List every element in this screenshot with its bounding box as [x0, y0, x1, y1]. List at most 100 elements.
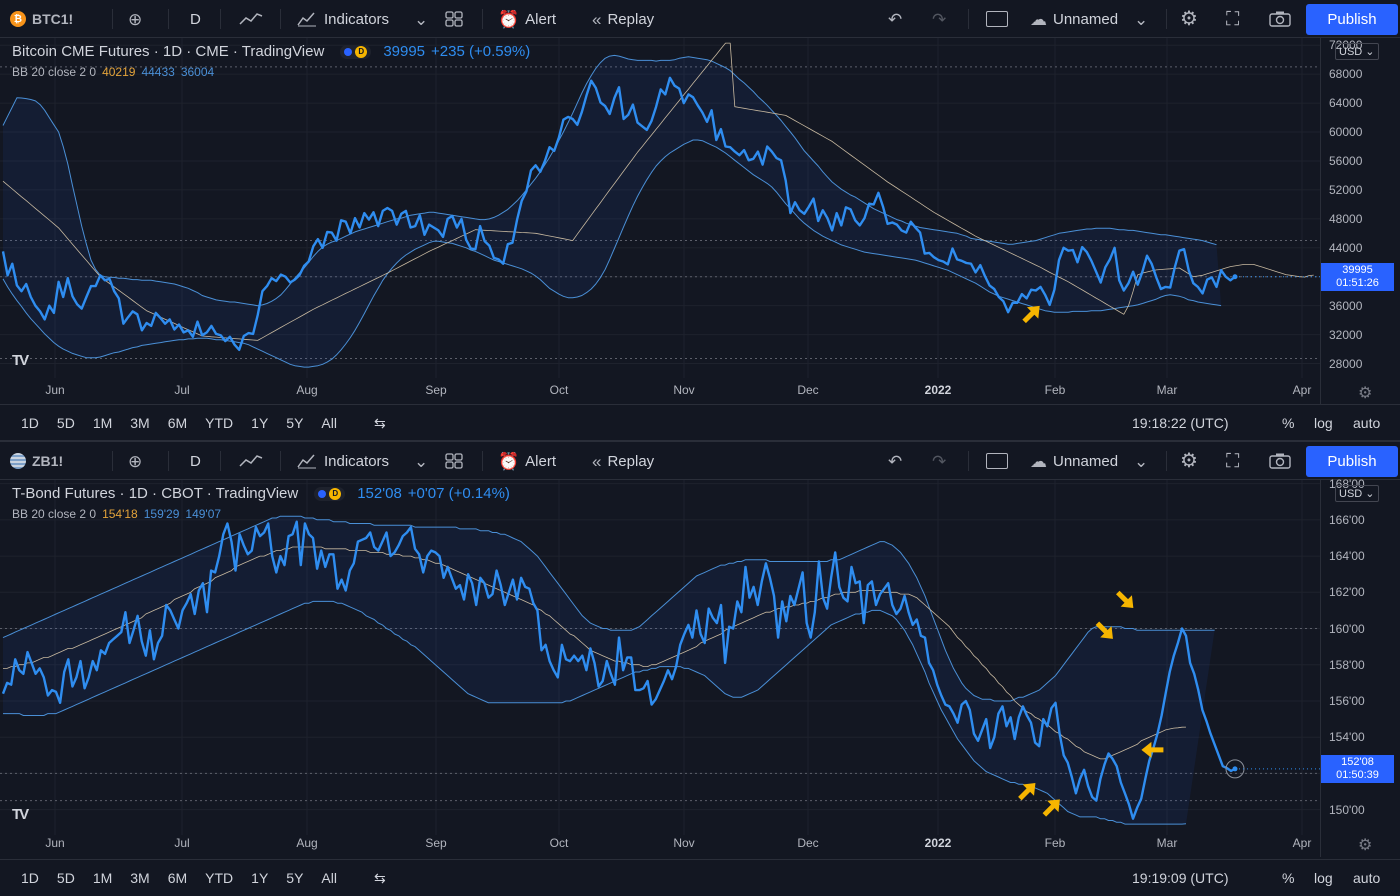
time-axis-tick-label: Jul — [174, 836, 190, 850]
fullscreen-select-button[interactable] — [986, 442, 1008, 480]
bb-lower-line — [3, 600, 1187, 825]
publish-button[interactable]: Publish — [1306, 4, 1398, 35]
range-button-3m[interactable]: 3M — [130, 414, 150, 431]
calendar-arrow-icon: ⇆ — [374, 869, 386, 886]
interval-label: D — [190, 10, 201, 28]
range-button-6m[interactable]: 6M — [167, 414, 188, 431]
range-button-1y[interactable]: 1Y — [251, 414, 269, 431]
indicator-legend[interactable]: BB 20 close 2 0 40219 44433 36004 — [12, 65, 214, 79]
range-button-1y[interactable]: 1Y — [251, 869, 269, 886]
percent-scale-toggle[interactable]: % — [1282, 405, 1294, 441]
time-axis-tick-label: Dec — [797, 383, 819, 397]
currency-button[interactable]: USD ⌄ — [1335, 43, 1379, 60]
range-button-6m[interactable]: 6M — [167, 869, 188, 886]
range-button-ytd[interactable]: YTD — [205, 869, 234, 886]
chart-type-button[interactable] — [238, 0, 264, 38]
range-button-all[interactable]: All — [321, 414, 337, 431]
price-axis-tick-label: 48000 — [1329, 211, 1363, 226]
percent-scale-toggle[interactable]: % — [1282, 860, 1294, 896]
layout-name-button[interactable]: ☁ Unnamed ⌄ — [1030, 0, 1148, 38]
timezone-button[interactable]: 19:18:22 (UTC) — [1132, 405, 1228, 441]
indicator-templates-button[interactable]: ⌄ — [414, 0, 428, 38]
log-scale-toggle[interactable]: log — [1314, 405, 1333, 441]
interval-button[interactable]: D — [190, 442, 201, 480]
axis-settings-gear-icon[interactable]: ⚙ — [1358, 385, 1373, 402]
camera-icon — [1269, 453, 1291, 469]
time-axis-tick-label: Mar — [1156, 383, 1178, 397]
chart-type-button[interactable] — [238, 442, 264, 480]
redo-button[interactable]: ↷ — [932, 0, 946, 38]
arrow-shape — [1022, 305, 1040, 324]
time-axis-tick-label: Jul — [174, 383, 190, 397]
price-axis[interactable]: 168'00 166'00 164'00 162'00 160'00 158'00 156'… — [1320, 477, 1400, 857]
range-button-all[interactable]: All — [321, 869, 337, 886]
compare-symbol-button[interactable]: ⊕ — [128, 442, 142, 480]
range-button-5y[interactable]: 5Y — [286, 869, 304, 886]
interval-button[interactable]: D — [190, 0, 201, 38]
range-button-3m[interactable]: 3M — [130, 869, 150, 886]
axis-settings-gear-icon[interactable]: ⚙ — [1358, 837, 1373, 854]
indicators-icon — [297, 12, 316, 27]
auto-scale-toggle[interactable]: auto — [1353, 860, 1380, 896]
fullscreen-button[interactable]: ⛶ — [1226, 0, 1239, 38]
chart-area[interactable]: Bitcoin CME Futures · 1D · CME · Trading… — [0, 38, 1320, 397]
market-status-pill[interactable]: D — [340, 44, 372, 59]
snapshot-button[interactable] — [1268, 0, 1292, 38]
time-axis-tick-label: Oct — [549, 836, 569, 850]
snapshot-button[interactable] — [1268, 442, 1292, 480]
symbol-search-button[interactable]: ₿ BTC1! — [10, 0, 73, 38]
timezone-button[interactable]: 19:19:09 (UTC) — [1132, 860, 1228, 896]
alert-button[interactable]: ⏰ Alert — [498, 442, 556, 480]
price-line — [1, 76, 1236, 351]
price-axis-tick-label: 28000 — [1329, 356, 1363, 371]
price-chart[interactable] — [0, 38, 1320, 378]
fullscreen-button[interactable]: ⛶ — [1226, 442, 1239, 480]
log-scale-toggle[interactable]: log — [1314, 860, 1333, 896]
currency-button[interactable]: USD ⌄ — [1335, 485, 1379, 502]
clock-time: 19:19:09 (UTC) — [1132, 870, 1229, 886]
indicators-button[interactable]: Indicators — [296, 0, 389, 38]
auto-scale-toggle[interactable]: auto — [1353, 405, 1380, 441]
redo-button[interactable]: ↷ — [932, 442, 946, 480]
grid-layout-icon — [445, 11, 463, 27]
market-status-pill[interactable]: D — [314, 486, 346, 501]
bb-upper-line — [2, 54, 1217, 307]
range-button-5y[interactable]: 5Y — [286, 414, 304, 431]
alert-button[interactable]: ⏰ Alert — [498, 0, 556, 38]
compare-symbol-button[interactable]: ⊕ — [128, 0, 142, 38]
range-button-1d[interactable]: 1D — [21, 869, 39, 886]
symbol-search-button[interactable]: ZB1! — [10, 442, 63, 480]
settings-button[interactable]: ⚙ — [1180, 442, 1198, 480]
replay-button[interactable]: « Replay — [592, 442, 654, 480]
range-button-1d[interactable]: 1D — [21, 414, 39, 431]
settings-button[interactable]: ⚙ — [1180, 0, 1198, 38]
price-axis-tick-label: 56000 — [1329, 153, 1363, 168]
replay-button[interactable]: « Replay — [592, 0, 654, 38]
chart-area[interactable]: T-Bond Futures · 1D · CBOT · TradingView… — [0, 480, 1320, 850]
range-button-5d[interactable]: 5D — [56, 869, 75, 886]
publish-button[interactable]: Publish — [1306, 446, 1398, 477]
range-button-1m[interactable]: 1M — [92, 869, 113, 886]
undo-button[interactable]: ↶ — [888, 0, 902, 38]
range-button-1m[interactable]: 1M — [92, 414, 113, 431]
fullscreen-select-button[interactable] — [986, 0, 1008, 38]
indicators-button[interactable]: Indicators — [296, 442, 389, 480]
layout-name-button[interactable]: ☁ Unnamed ⌄ — [1030, 442, 1148, 480]
range-button-5d[interactable]: 5D — [56, 414, 75, 431]
undo-button[interactable]: ↶ — [888, 442, 902, 480]
time-axis-tick-label: Dec — [797, 836, 819, 850]
last-price-label: 39995 01:51:26 — [1321, 262, 1394, 291]
price-axis[interactable]: 72000 68000 64000 60000 56000 52000 48000 44000… — [1320, 38, 1400, 404]
range-button-ytd[interactable]: YTD — [205, 414, 234, 431]
goto-date-button[interactable]: ⇆ — [374, 860, 386, 896]
indicator-legend[interactable]: BB 20 close 2 0 154'18 159'29 149'07 — [12, 507, 221, 521]
indicator-templates-button[interactable]: ⌄ — [414, 442, 428, 480]
layouts-button[interactable] — [444, 442, 464, 480]
time-axis[interactable]: Jun Jul Aug Sep Oct Nov Dec 2022 Feb Mar Apr — [0, 383, 1320, 403]
layouts-button[interactable] — [444, 0, 464, 38]
price-chart[interactable] — [0, 480, 1320, 835]
time-axis[interactable]: Jun Jul Aug Sep Oct Nov Dec 2022 Feb Mar Apr — [0, 836, 1320, 856]
bottom-toolbar: 1D 5D 1M 3M 6M YTD 1Y 5Y All ⇆ 19:18:22 (UTC) % … — [0, 404, 1400, 440]
goto-date-button[interactable]: ⇆ — [374, 405, 386, 441]
price-axis-tick-label: 166'00 — [1329, 512, 1365, 527]
